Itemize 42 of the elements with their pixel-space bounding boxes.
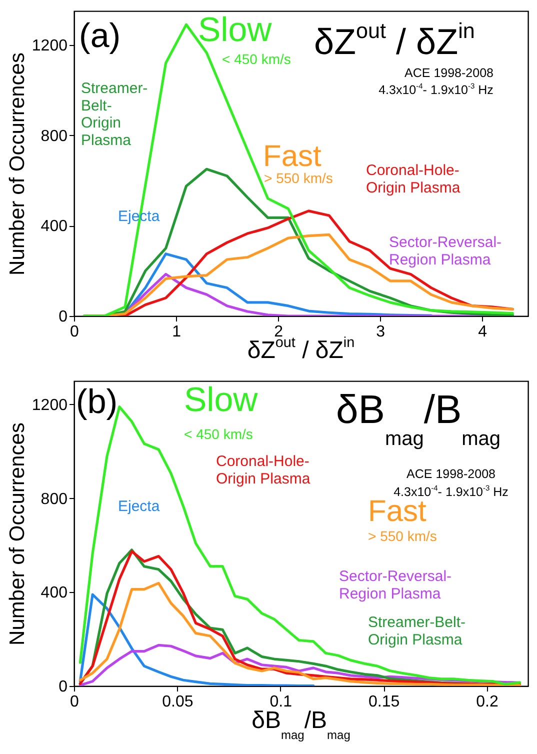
x-tick-label: 2 [274, 324, 284, 340]
text: Sector-Reversal-Region Plasma [389, 234, 502, 268]
y-tick-label: 400 [40, 584, 68, 602]
x-tick-label: 0 [70, 324, 80, 340]
y-tick-label: 400 [40, 218, 68, 236]
chart-title: δBmag/Bmag [336, 388, 501, 450]
y-tick-label: 1200 [32, 37, 68, 54]
annotation: > 550 km/s [264, 170, 333, 186]
line-series [78, 593, 315, 686]
y-tick-label: 0 [58, 308, 68, 326]
x-tick-label: 0 [70, 694, 80, 710]
annotation: ACE 1998-2008 [404, 66, 494, 80]
text: Sector-Reversal-Region Plasma [339, 568, 452, 602]
x-tick-label: 0.05 [162, 694, 194, 710]
y-tick-label: 800 [40, 490, 68, 508]
x-tick-label: 3 [376, 324, 386, 340]
x-tick-label: 4 [478, 324, 488, 340]
series-label: Slow [198, 11, 272, 49]
text: Coronal-Hole-Origin Plasma [216, 453, 311, 488]
annotation: < 450 km/s [184, 426, 253, 442]
series-label: Streamer-Belt-Origin Plasma [368, 614, 466, 648]
x-tick-label: 0.2 [476, 694, 498, 710]
annotation: (a) [79, 17, 121, 55]
x-tick-label: 1 [172, 324, 182, 340]
text: Fast [263, 140, 322, 173]
annotation: < 450 km/s [222, 51, 291, 67]
annotation: > 550 km/s [368, 528, 437, 544]
y-tick-label: 0 [58, 678, 68, 696]
text: Streamer-Belt-Origin Plasma [81, 80, 148, 149]
y-axis-title: Number of Occurrences [6, 422, 29, 646]
x-tick-label: 0.1 [270, 694, 292, 710]
x-tick-label: 0.15 [368, 694, 400, 710]
annotation: ACE 1998-2008 [406, 467, 496, 481]
line-series [78, 582, 522, 686]
annotation: (b) [76, 383, 118, 421]
series-label: Slow [184, 381, 258, 419]
y-tick-label: 800 [40, 128, 68, 145]
text: Coronal-Hole-Origin Plasma [366, 162, 461, 196]
y-axis-title: Number of Occurrences [6, 52, 29, 276]
y-tick-label: 1200 [32, 396, 68, 414]
text: Ejecta [118, 498, 160, 515]
text: Fast [368, 495, 428, 528]
